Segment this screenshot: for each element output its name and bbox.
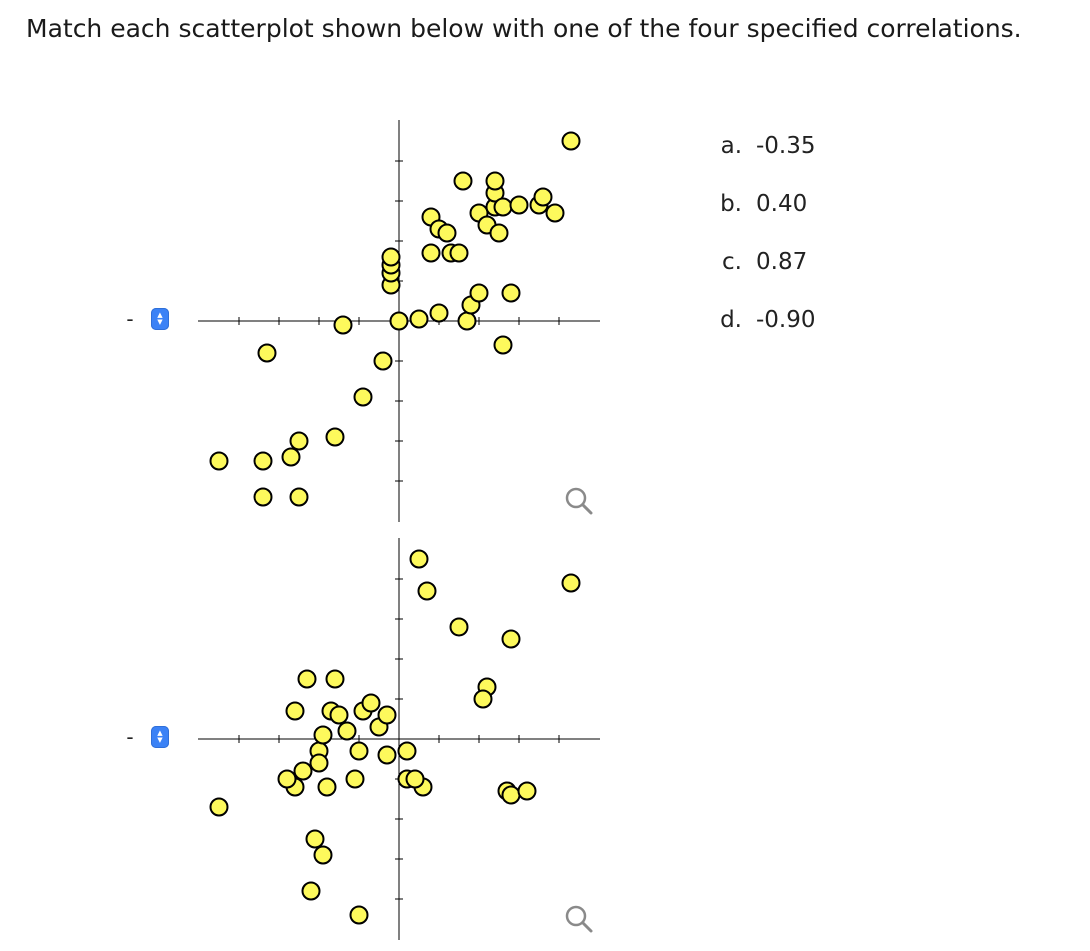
scatter-point (285, 701, 305, 721)
option-letter: a. (720, 133, 742, 159)
scatter-point (361, 693, 381, 713)
scatterplot-1 (194, 116, 604, 526)
zoom-icon-lens (565, 905, 587, 927)
option-value: 0.87 (756, 249, 808, 275)
scatter-point (277, 769, 297, 789)
option-a: a. -0.35 (706, 130, 816, 188)
zoom-icon-lens (565, 487, 587, 509)
scatter-point (257, 343, 277, 363)
scatter-point (489, 223, 509, 243)
scatter-point (501, 283, 521, 303)
scatter-point (345, 769, 365, 789)
scatter-point (397, 741, 417, 761)
scatter-point (493, 335, 513, 355)
scatter-point (509, 195, 529, 215)
scatter-point (457, 311, 477, 331)
scatter-point (429, 303, 449, 323)
stepper-arrows-icon[interactable]: ▲ ▼ (151, 726, 169, 748)
scatter-point (325, 427, 345, 447)
scatter-point (545, 203, 565, 223)
scatter-point (449, 243, 469, 263)
option-d: d. -0.90 (706, 304, 816, 362)
scatter-point (305, 829, 325, 849)
scatter-point (493, 197, 513, 217)
option-b: b. 0.40 (706, 188, 816, 246)
scatter-point (501, 785, 521, 805)
scatter-point (473, 689, 493, 709)
option-value: 0.40 (756, 191, 808, 217)
scatter-point (353, 387, 373, 407)
scatter-point (349, 905, 369, 925)
scatter-point (381, 247, 401, 267)
scatter-point (405, 769, 425, 789)
scatter-point (421, 243, 441, 263)
scatter-point (485, 171, 505, 191)
scatter-point (377, 705, 397, 725)
scatter-point (501, 629, 521, 649)
instruction-text: Match each scatterplot shown below with … (26, 14, 1022, 43)
scatter-point (561, 131, 581, 151)
scatter-point (469, 283, 489, 303)
scatter-point (289, 431, 309, 451)
scatter-point (517, 781, 537, 801)
scatterplot-2-svg (198, 538, 600, 940)
correlation-options: a. -0.35 b. 0.40 c. 0.87 d. -0.90 (706, 130, 816, 362)
scatter-point (301, 881, 321, 901)
scatterplot-2 (194, 534, 604, 944)
match-select-2[interactable]: - ▲ ▼ (117, 725, 169, 749)
scatter-point (209, 797, 229, 817)
zoom-icon-handle (581, 921, 593, 933)
scatter-point (293, 761, 313, 781)
scatter-point (253, 487, 273, 507)
scatter-point (409, 549, 429, 569)
scatter-point (313, 725, 333, 745)
match-select-1-value: - (126, 307, 134, 331)
scatter-point (409, 309, 429, 329)
zoom-icon-handle (581, 503, 593, 515)
scatter-point (349, 741, 369, 761)
scatter-point (281, 447, 301, 467)
zoom-icon[interactable] (565, 487, 593, 515)
scatter-point (373, 351, 393, 371)
scatter-point (437, 223, 457, 243)
match-select-2-value: - (126, 725, 134, 749)
scatter-point (313, 845, 333, 865)
scatter-point (317, 777, 337, 797)
option-letter: b. (720, 191, 742, 217)
scatter-point (417, 581, 437, 601)
scatter-point (209, 451, 229, 471)
option-c: c. 0.87 (706, 246, 816, 304)
stepper-arrows-icon[interactable]: ▲ ▼ (151, 308, 169, 330)
option-value: -0.35 (756, 133, 816, 159)
scatter-point (289, 487, 309, 507)
scatter-point (337, 721, 357, 741)
scatter-point (561, 573, 581, 593)
scatter-point (329, 705, 349, 725)
option-value: -0.90 (756, 307, 816, 333)
scatter-point (449, 617, 469, 637)
scatter-point (533, 187, 553, 207)
option-letter: c. (722, 249, 742, 275)
scatter-point (377, 745, 397, 765)
scatterplot-1-svg (198, 120, 600, 522)
zoom-icon[interactable] (565, 905, 593, 933)
scatter-point (325, 669, 345, 689)
scatter-point (253, 451, 273, 471)
scatter-point (309, 753, 329, 773)
scatter-point (389, 311, 409, 331)
match-select-1[interactable]: - ▲ ▼ (117, 307, 169, 331)
option-letter: d. (720, 307, 742, 333)
scatter-point (297, 669, 317, 689)
scatter-point (333, 315, 353, 335)
scatter-point (453, 171, 473, 191)
